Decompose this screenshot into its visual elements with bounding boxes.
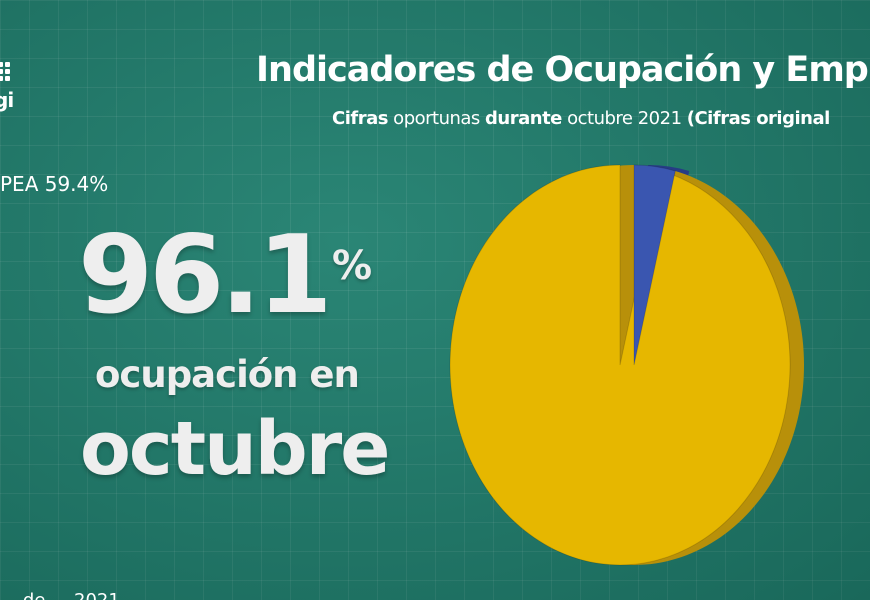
page-title: Indicadores de Ocupación y Emple [256, 50, 870, 90]
occupation-pie-chart [449, 164, 804, 566]
subtitle-part-4: octubre 2021 [561, 108, 687, 129]
subtitle-part-3: durante [485, 108, 562, 129]
logo-dots-icon [0, 62, 16, 86]
logo-mark: gi [0, 88, 14, 112]
pie-slice-desocupación [633, 164, 676, 366]
pie-slice-ocupación [449, 164, 791, 566]
occupation-rate-value: 96.1 [78, 213, 332, 338]
pea-label: PEA 59.4% [0, 172, 109, 196]
inegi-logo: gi [0, 62, 20, 120]
subtitle: Cifras oportunas durante octubre 2021 (C… [332, 108, 830, 129]
subtitle-part-5: (Cifras original [686, 108, 831, 129]
subtitle-part-1: Cifras [332, 108, 388, 129]
subtitle-part-2: oportunas [387, 108, 486, 129]
occupation-rate-unit: % [332, 243, 373, 289]
occupation-caption-line-1: ocupación en [95, 353, 360, 396]
footer-date-text: ... de ... 2021 [0, 590, 120, 600]
occupation-caption-line-2: octubre [80, 406, 390, 492]
